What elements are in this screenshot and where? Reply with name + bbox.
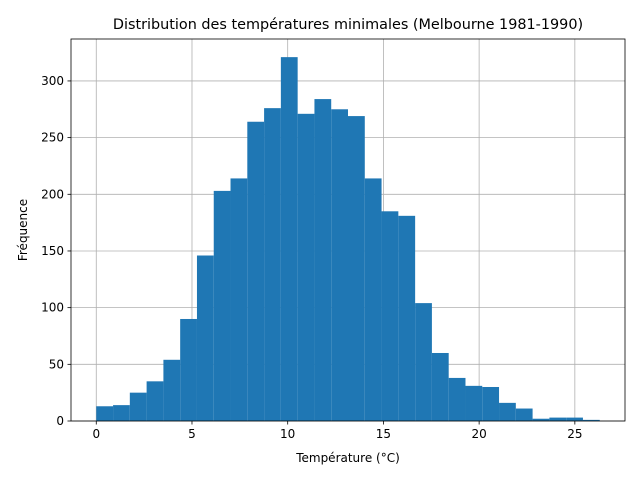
histogram-bar (129, 392, 147, 421)
x-tick-label: 20 (471, 427, 486, 441)
histogram-bar (398, 215, 416, 421)
histogram-bar (297, 113, 315, 422)
histogram-bar (196, 255, 214, 421)
histogram-bar (582, 419, 600, 421)
histogram-bar (532, 418, 550, 421)
histogram-bar (96, 406, 114, 421)
histogram-bar (247, 121, 265, 421)
histogram-bar (415, 303, 432, 421)
y-tick-label: 300 (41, 74, 64, 88)
histogram-bar (364, 178, 382, 421)
histogram-bar (331, 109, 348, 421)
x-tick-label: 25 (567, 427, 582, 441)
histogram-bar (230, 178, 248, 421)
histogram-bar (448, 377, 466, 421)
histogram-bar (180, 318, 197, 421)
histogram-bar (549, 417, 567, 421)
histogram-bar (314, 99, 332, 421)
y-tick-label: 0 (56, 414, 64, 428)
histogram-bar (566, 417, 583, 421)
histogram-bar (381, 211, 399, 421)
x-axis-label: Température (°C) (295, 451, 400, 465)
histogram-bar (515, 408, 533, 421)
histogram-bar (264, 108, 281, 422)
y-axis-ticks: 0 50 100 150 200 250 300 (41, 74, 71, 428)
x-tick-label: 15 (376, 427, 391, 441)
histogram-bar (163, 359, 181, 421)
histogram-bar (499, 402, 516, 421)
x-tick-label: 0 (92, 427, 100, 441)
histogram-bar (348, 116, 365, 422)
histogram-bar (482, 386, 500, 421)
x-tick-label: 10 (280, 427, 295, 441)
histogram-bar (431, 352, 449, 421)
histogram-bar (280, 57, 298, 421)
histogram-bars (96, 57, 600, 422)
y-tick-label: 150 (41, 244, 64, 258)
axes-frame (70, 38, 626, 422)
y-tick-label: 50 (49, 357, 64, 371)
x-axis-ticks: 0 5 10 15 20 25 (92, 421, 582, 441)
histogram-bar (146, 381, 164, 421)
y-tick-label: 250 (41, 131, 64, 145)
x-tick-label: 5 (188, 427, 196, 441)
y-tick-label: 100 (41, 301, 64, 315)
histogram-bar (113, 405, 130, 421)
chart-title: Distribution des températures minimales … (113, 17, 583, 33)
histogram-bar (213, 190, 231, 421)
y-axis-label: Fréquence (16, 199, 30, 261)
y-tick-label: 200 (41, 187, 64, 201)
histogram-bar (465, 385, 483, 421)
